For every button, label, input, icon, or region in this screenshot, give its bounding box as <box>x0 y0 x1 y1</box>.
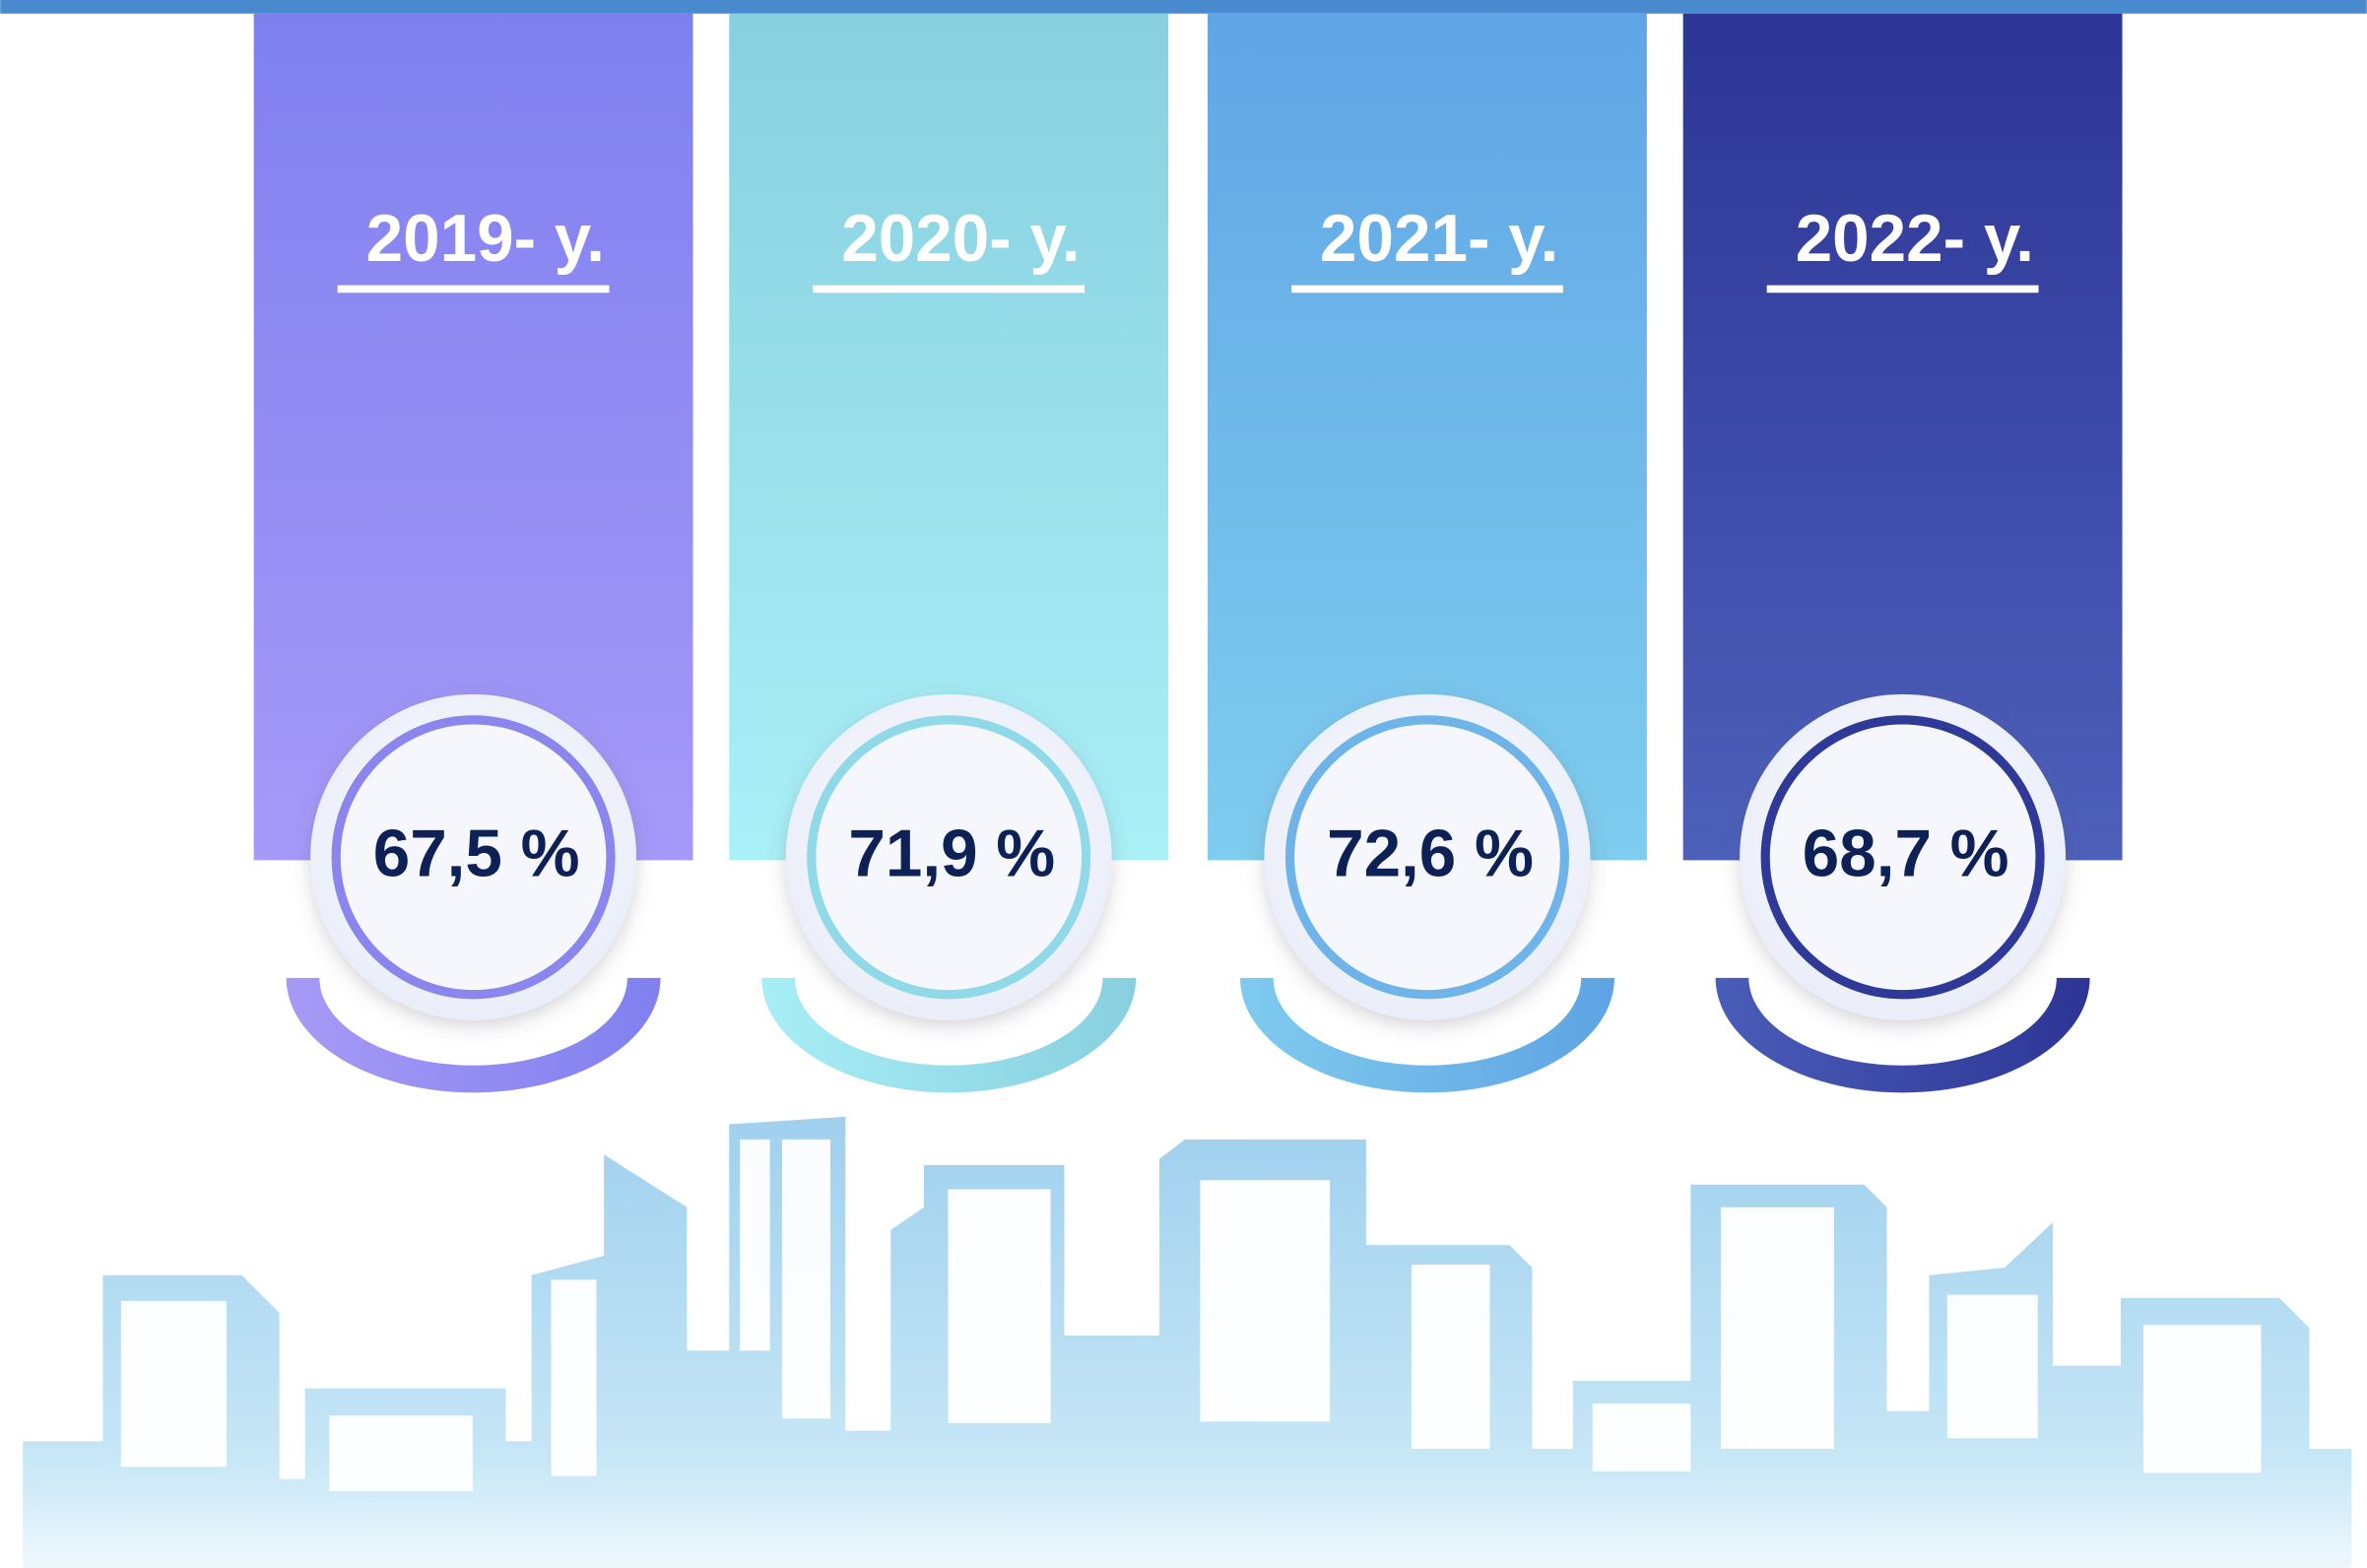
year-label: 2020- y. <box>841 202 1080 276</box>
percent-value: 67,5 % <box>373 817 580 891</box>
page: {"panels": [ {"year": "2019- y.", "value… <box>0 0 2367 1568</box>
year-underline <box>1291 286 1563 294</box>
panels: 2019- y. 67,5 % 2020- y. 71,9 % 2021- y. 72,6… <box>254 14 2123 1093</box>
panel: 2019- y. 67,5 % <box>254 14 693 1093</box>
percent-value: 71,9 % <box>848 817 1055 891</box>
percent-value: 68,7 % <box>1803 817 2009 891</box>
year-label: 2022- y. <box>1796 202 2034 276</box>
year-label: 2021- y. <box>1320 202 1558 276</box>
infographic: 2019- y. 67,5 % 2020- y. 71,9 % 2021- y. 72,6… <box>0 0 2367 1568</box>
top-bar <box>0 0 2367 14</box>
percent-value: 72,6 % <box>1327 817 1534 891</box>
panel: 2021- y. 72,6 % <box>1208 14 1647 1093</box>
year-underline <box>813 286 1085 294</box>
year-underline <box>338 286 610 294</box>
year-label: 2019- y. <box>366 202 605 276</box>
year-underline <box>1767 286 2039 294</box>
panel: 2022- y. 68,7 % <box>1683 14 2123 1093</box>
panel: 2020- y. 71,9 % <box>729 14 1168 1093</box>
